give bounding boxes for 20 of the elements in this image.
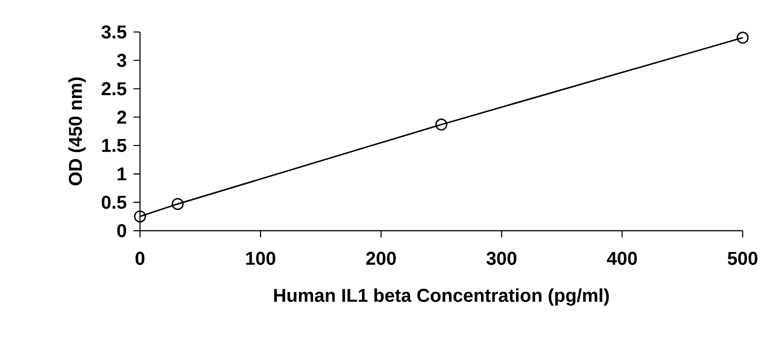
y-tick-label: 3 [116,54,126,67]
x-tick-label: 100 [246,252,276,265]
y-tick-label: 1 [118,168,126,180]
x-axis-title: Human IL1 beta Concentration (pg/ml) [274,288,609,306]
x-tick-label: 300 [486,252,516,265]
y-tick-label: 2.5 [102,82,126,96]
x-tick-label: 0 [136,252,144,265]
y-axis-title: OD (450 nm) [68,78,86,186]
x-tick-label: 200 [366,252,396,265]
y-tick-label: 1.5 [102,139,126,152]
y-tick-label: 0 [117,224,126,238]
y-tick-label: 2 [117,110,126,124]
y-tick-label: 0.5 [102,196,126,209]
point [172,198,184,210]
point [134,210,146,222]
point [736,32,749,44]
y-tick-label: 3.5 [101,25,126,39]
x-tick-label: 400 [606,252,637,265]
x-tick-label: 500 [728,252,758,265]
point [435,118,448,131]
